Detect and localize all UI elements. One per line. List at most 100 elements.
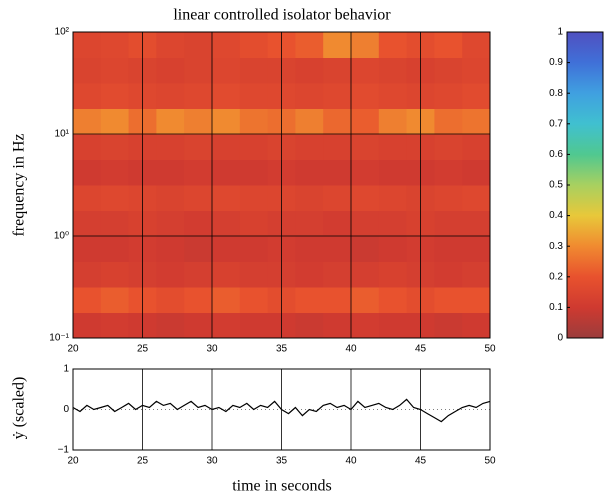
- heatmap-cell: [434, 134, 463, 160]
- heatmap-cell: [212, 185, 241, 211]
- x-tick-label: 45: [415, 456, 427, 467]
- heatmap-cell: [184, 210, 213, 237]
- heatmap-cell: [156, 236, 185, 262]
- heatmap-cell: [239, 32, 269, 58]
- x-tick-label: 20: [67, 344, 79, 355]
- heatmap-cell: [156, 287, 185, 313]
- heatmap-cell: [434, 210, 463, 237]
- heatmap-cell: [239, 210, 269, 237]
- heatmap-cell: [295, 83, 324, 109]
- heatmap-cell: [212, 312, 241, 339]
- heatmap-cell: [351, 185, 380, 211]
- series-line: [72, 398, 491, 423]
- heatmap-cell: [156, 159, 185, 186]
- y-axis-label: frequency in Hz: [11, 133, 28, 236]
- heatmap-cell: [323, 236, 352, 262]
- heatmap-cell: [378, 32, 408, 58]
- heatmap-cell: [156, 134, 185, 160]
- colorbar-tick-label: 0.7: [549, 118, 563, 129]
- heatmap-cell: [351, 236, 380, 262]
- heatmap-cell: [351, 159, 380, 186]
- heatmap-cell: [462, 185, 491, 211]
- colorbar-tick-label: 1: [557, 27, 563, 38]
- y-tick-label: 10⁰: [54, 231, 69, 242]
- heatmap-cell: [323, 57, 352, 84]
- heatmap-cell: [100, 185, 130, 211]
- heatmap-cell: [378, 134, 408, 160]
- heatmap-cell: [295, 210, 324, 237]
- heatmap-cell: [239, 236, 269, 262]
- y-tick-label: 10¹: [55, 129, 70, 140]
- heatmap-cell: [434, 108, 463, 135]
- heatmap-cell: [212, 57, 241, 84]
- colorbar-tick-label: 0.1: [549, 302, 563, 313]
- heatmap-cell: [100, 83, 130, 109]
- heatmap-cell: [184, 236, 213, 262]
- plot-frame: [72, 368, 491, 451]
- heatmap-cell: [462, 261, 491, 288]
- heatmap-cell: [295, 159, 324, 186]
- heatmap-cell: [184, 57, 213, 84]
- heatmap-cell: [295, 236, 324, 262]
- x-axis-label: time in seconds: [232, 478, 332, 495]
- x-tick-label: 30: [206, 456, 218, 467]
- heatmap-cell: [351, 287, 380, 313]
- heatmap-cell: [323, 287, 352, 313]
- heatmap-cell: [156, 185, 185, 211]
- heatmap-cell: [100, 159, 130, 186]
- y-tick-label: 1: [63, 364, 69, 375]
- chart-title: linear controlled isolator behavior: [173, 7, 391, 24]
- heatmap-cell: [462, 57, 491, 84]
- heatmap-cell: [434, 83, 463, 109]
- heatmap-cell: [100, 134, 130, 160]
- heatmap-cell: [295, 261, 324, 288]
- heatmap-cell: [184, 134, 213, 160]
- heatmap-cell: [156, 108, 185, 135]
- x-tick-label: 40: [345, 456, 357, 467]
- heatmap-cell: [212, 83, 241, 109]
- heatmap-cell: [156, 32, 185, 58]
- heatmap-cell: [156, 83, 185, 109]
- heatmap-cell: [351, 312, 380, 339]
- heatmap-cell: [351, 134, 380, 160]
- heatmap-cell: [184, 185, 213, 211]
- heatmap-cell: [184, 108, 213, 135]
- heatmap-cell: [434, 57, 463, 84]
- heatmap-cell: [212, 32, 241, 58]
- plot-frame: [72, 31, 491, 339]
- colorbar-tick-label: 0.5: [549, 180, 563, 191]
- heatmap-cell: [295, 287, 324, 313]
- y-tick-label: 10⁻¹: [49, 333, 69, 344]
- heatmap-cell: [156, 210, 185, 237]
- colorbar-tick-label: 0.9: [549, 57, 563, 68]
- heatmap-cell: [73, 134, 102, 160]
- heatmap-cell: [100, 210, 130, 237]
- y-axis-label: ẏ (scaled): [11, 377, 28, 440]
- heatmap-cell: [184, 83, 213, 109]
- heatmap-cell: [184, 32, 213, 58]
- heatmap-cell: [323, 312, 352, 339]
- colorbar-tick-label: 0: [557, 333, 563, 344]
- x-tick-label: 20: [67, 456, 79, 467]
- heatmap-cell: [156, 261, 185, 288]
- heatmap-cell: [434, 159, 463, 186]
- heatmap-cell: [73, 287, 102, 313]
- heatmap-cell: [323, 83, 352, 109]
- heatmap-cell: [156, 57, 185, 84]
- x-tick-label: 50: [484, 456, 496, 467]
- heatmap-cell: [73, 261, 102, 288]
- heatmap-cell: [239, 312, 269, 339]
- heatmap-cell: [239, 108, 269, 135]
- heatmap-cell: [295, 134, 324, 160]
- heatmap-cell: [462, 83, 491, 109]
- heatmap-cell: [239, 261, 269, 288]
- heatmap-cell: [100, 108, 130, 135]
- heatmap-cell: [212, 236, 241, 262]
- heatmap-cell: [73, 210, 102, 237]
- heatmap-cell: [212, 159, 241, 186]
- heatmap-cell: [378, 261, 408, 288]
- heatmap-cell: [351, 261, 380, 288]
- heatmap-cell: [378, 108, 408, 135]
